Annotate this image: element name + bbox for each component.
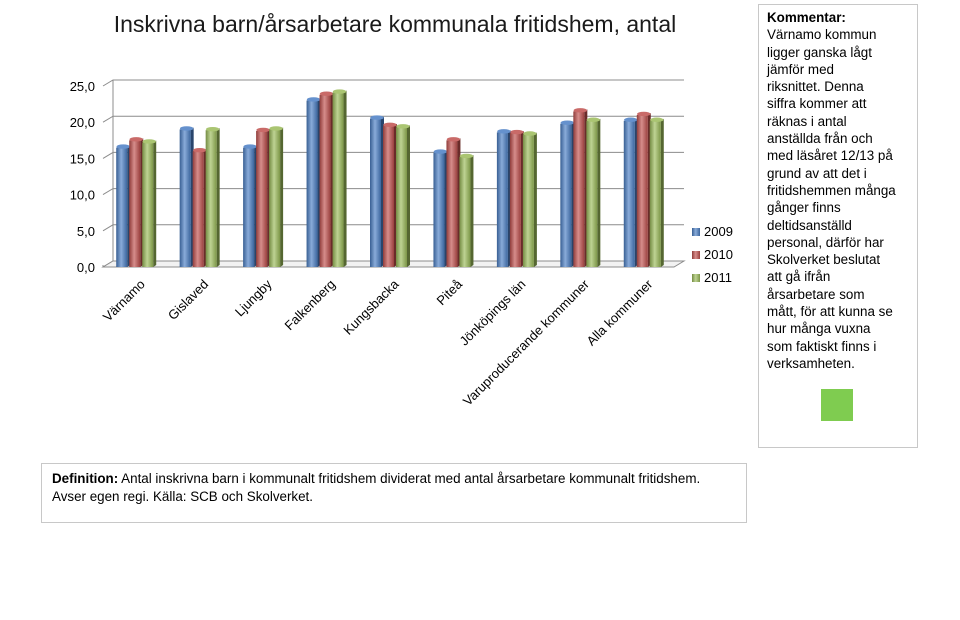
x-category-label: Ljungby [232,276,275,319]
x-category-label: Kungsbacka [340,276,402,338]
bar-2011-4 [396,124,410,267]
bar-2009-0 [116,144,131,267]
x-category-label: Jönköpings län [457,277,529,349]
legend-label: 2010 [704,247,733,262]
chart-title: Inskrivna barn/årsarbetare kommunala fri… [113,11,677,37]
bar-2010-5 [446,137,461,267]
y-tick-label: 5,0 [77,224,95,239]
x-category-label: Värnamo [100,277,148,325]
definition-text: Antal inskrivna barn i kommunalt fritids… [52,471,701,504]
legend-label: 2011 [704,270,732,285]
gridline [102,79,684,87]
bar-2010-8 [636,111,651,268]
x-category-label: Alla kommuner [583,276,655,348]
y-tick-label: 10,0 [70,188,95,203]
bar-2011-8 [649,117,664,267]
bar-2009-3 [306,97,321,267]
x-category-label: Falkenberg [282,277,339,334]
bar-2009-2 [243,144,258,267]
chart-legend: 2009 2010 2011 [692,224,733,285]
bar-2009-1 [179,126,194,267]
comment-box: Kommentar: Värnamo kommun ligger ganska … [758,4,918,448]
x-category-label: Gislaved [165,277,211,323]
legend-item-2011: 2011 [692,270,732,285]
bar-2010-1 [192,147,207,267]
y-tick-label: 15,0 [70,151,95,166]
bar-2011-0 [142,139,157,267]
bar-2010-3 [319,91,334,267]
definition-box: Definition: Antal inskrivna barn i kommu… [41,463,747,523]
y-axis-ticks: 0,0 5,0 10,0 15,0 20,0 25,0 [70,79,95,275]
bar-2011-3 [332,89,347,268]
y-tick-label: 0,0 [77,260,95,275]
bar-2009-6 [496,129,511,267]
legend-item-2009: 2009 [692,224,733,239]
bar-2010-2 [256,127,271,267]
definition-label: Definition: [52,471,119,486]
bar-2010-4 [383,122,397,267]
x-category-label: Varuproducerande kommuner [460,276,593,409]
bar-2011-5 [459,153,474,267]
bar-2009-7 [560,120,575,267]
bar-2010-0 [129,137,144,267]
bar-2009-5 [433,149,448,267]
comment-text: Värnamo kommun ligger ganska lågt jämför… [767,27,896,371]
bar-2011-6 [522,131,537,267]
comment-text-block: Kommentar: Värnamo kommun ligger ganska … [767,9,909,372]
legend-label: 2009 [704,224,733,239]
bar-2011-1 [205,126,220,267]
bar-chart: 0,0 5,0 10,0 15,0 20,0 25,0 Värnamo Gislaved Lj… [70,79,733,409]
chart-bars [116,89,664,268]
x-category-label: Piteå [434,276,466,308]
bar-2011-7 [586,117,601,267]
bar-2009-4 [370,115,384,267]
legend-item-2010: 2010 [692,247,733,262]
bar-2010-7 [573,108,588,267]
comment-title: Kommentar: [767,10,846,25]
y-tick-label: 25,0 [70,79,95,94]
y-tick-label: 20,0 [70,115,95,130]
x-axis-labels: Värnamo Gislaved Ljungby Falkenberg Kungsbac… [100,276,656,409]
bar-2010-6 [509,129,524,267]
bar-2011-2 [269,126,284,267]
bar-2009-8 [623,117,638,267]
status-indicator [821,389,853,421]
